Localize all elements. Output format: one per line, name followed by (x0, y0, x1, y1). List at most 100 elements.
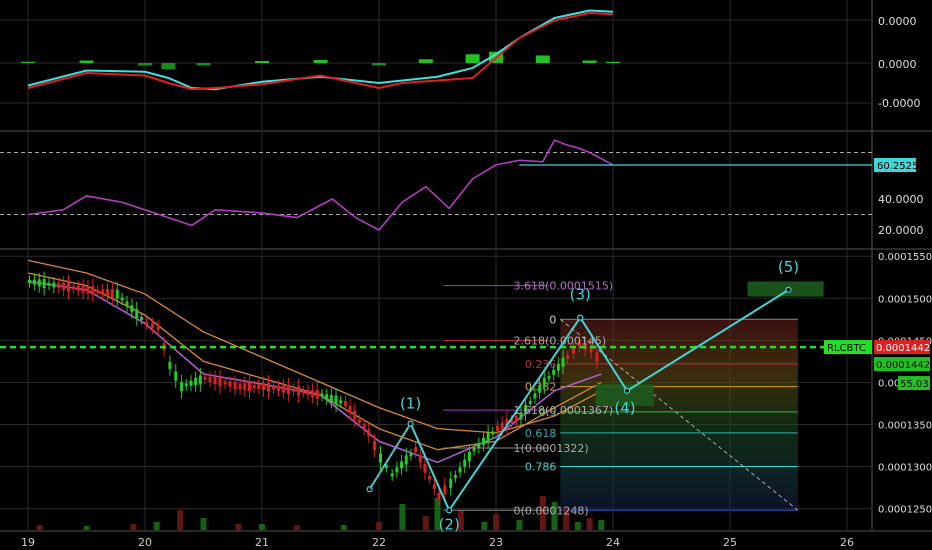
moving-average-2 (27, 272, 602, 451)
elliott-wave-label: (3) (570, 286, 591, 304)
x-tick-label: 22 (372, 536, 386, 549)
candle-body (198, 375, 202, 385)
elliott-wave-label: (1) (400, 395, 421, 413)
candle-body (287, 385, 291, 395)
volume-bar (399, 504, 406, 530)
price-tick-label: 0.0001250 (878, 505, 932, 516)
volume-bar (340, 525, 347, 530)
candle-body (257, 384, 261, 390)
fib-retracement-label: 0 (549, 313, 556, 326)
candle-body (547, 375, 551, 379)
candle-body (277, 385, 281, 391)
x-tick-label: 23 (489, 536, 503, 549)
candle-body (362, 424, 366, 430)
candle-body (37, 279, 41, 287)
volume-bar (574, 522, 581, 530)
fib-retracement-label: 0.786 (525, 461, 557, 474)
candle-body (414, 447, 418, 453)
candle-body (409, 453, 413, 457)
candle-body (379, 453, 382, 463)
macd-histogram-bar (372, 63, 386, 66)
rsi-line (27, 139, 614, 232)
elliott-wave-line (368, 289, 790, 513)
price-badge-2 (874, 357, 930, 372)
volume-bar (493, 514, 499, 530)
elliott-wave-point (785, 286, 792, 293)
candle-body (247, 382, 251, 392)
candle-body (292, 388, 296, 392)
volume-bar (36, 525, 43, 530)
candle-body (156, 325, 160, 331)
macd-tick-label: 0.0000 (878, 15, 917, 28)
candle-body (428, 475, 432, 479)
candle-body (28, 279, 31, 283)
price-label-2: 0.0001442 (876, 360, 930, 371)
candle-body (519, 412, 523, 420)
candle-body (297, 386, 301, 396)
bar-label: 55.03 (900, 379, 929, 390)
price-label: 0.0001442 (876, 343, 930, 354)
fib-extension-label: 2.618(0.000145) (514, 334, 607, 347)
candle-body (101, 289, 105, 295)
macd-tick-label: -0.0000 (878, 97, 920, 110)
x-tick-label: 21 (255, 536, 269, 549)
macd-histogram-bar (161, 63, 176, 70)
x-tick-label: 25 (723, 536, 737, 549)
candle-body (481, 437, 485, 445)
candle-body (577, 342, 581, 348)
volume-bar (563, 508, 570, 530)
macd-panel (21, 9, 620, 91)
elliott-wave-label: (4) (614, 399, 635, 417)
candle-body (524, 404, 528, 414)
volume-bar (153, 522, 160, 530)
candle-body (282, 385, 286, 393)
fib-retracement-label: 0.618 (525, 427, 557, 440)
candle-body (180, 382, 184, 392)
candle-body (384, 465, 388, 469)
candle-body (228, 381, 232, 387)
elliott-wave-point (446, 507, 453, 514)
candle-body (189, 380, 193, 386)
price-tick-label: 0.0001300 (878, 463, 932, 474)
candle-body (233, 381, 237, 389)
price-tick-label: 0.0001350 (878, 420, 932, 431)
candle-body (125, 301, 129, 307)
candle-body (542, 377, 546, 387)
candle-body (135, 309, 139, 319)
candle-body (500, 422, 504, 430)
candle-body (533, 393, 537, 399)
candle-body (301, 390, 305, 394)
symbol-badge (824, 340, 872, 355)
elliott-wave-point (407, 420, 414, 427)
symbol-label: RLCBTC (827, 343, 866, 354)
macd-histogram-bar (606, 61, 620, 63)
candle-body (140, 317, 144, 321)
time-axis: 19 20 21 22 23 24 25 26 (21, 536, 854, 549)
candle-body (538, 385, 542, 393)
candle-body (203, 376, 207, 380)
candle-body (252, 385, 256, 389)
volume-bar (457, 510, 464, 530)
candle-body (432, 484, 436, 490)
candle-body (443, 485, 447, 495)
candle-body (91, 286, 95, 296)
volume-bar (422, 516, 429, 530)
macd-histogram-bar (313, 60, 328, 63)
candle-body (353, 410, 357, 420)
candle-body (223, 381, 227, 385)
volume-bar (83, 526, 90, 530)
elliott-wave-label: (5) (778, 258, 799, 276)
macd-histogram-bar (582, 60, 597, 63)
macd-histogram-bar (255, 61, 269, 63)
candle-body (262, 383, 265, 391)
volume-bar (235, 524, 242, 530)
candle-body (595, 352, 599, 362)
macd-histogram-bar (535, 55, 550, 63)
candle-body (311, 389, 315, 397)
candle-body (208, 376, 212, 382)
x-tick-label: 20 (138, 536, 152, 549)
x-tick-label: 19 (21, 536, 35, 549)
volume-bar (259, 524, 265, 530)
volume-bar (130, 524, 137, 530)
